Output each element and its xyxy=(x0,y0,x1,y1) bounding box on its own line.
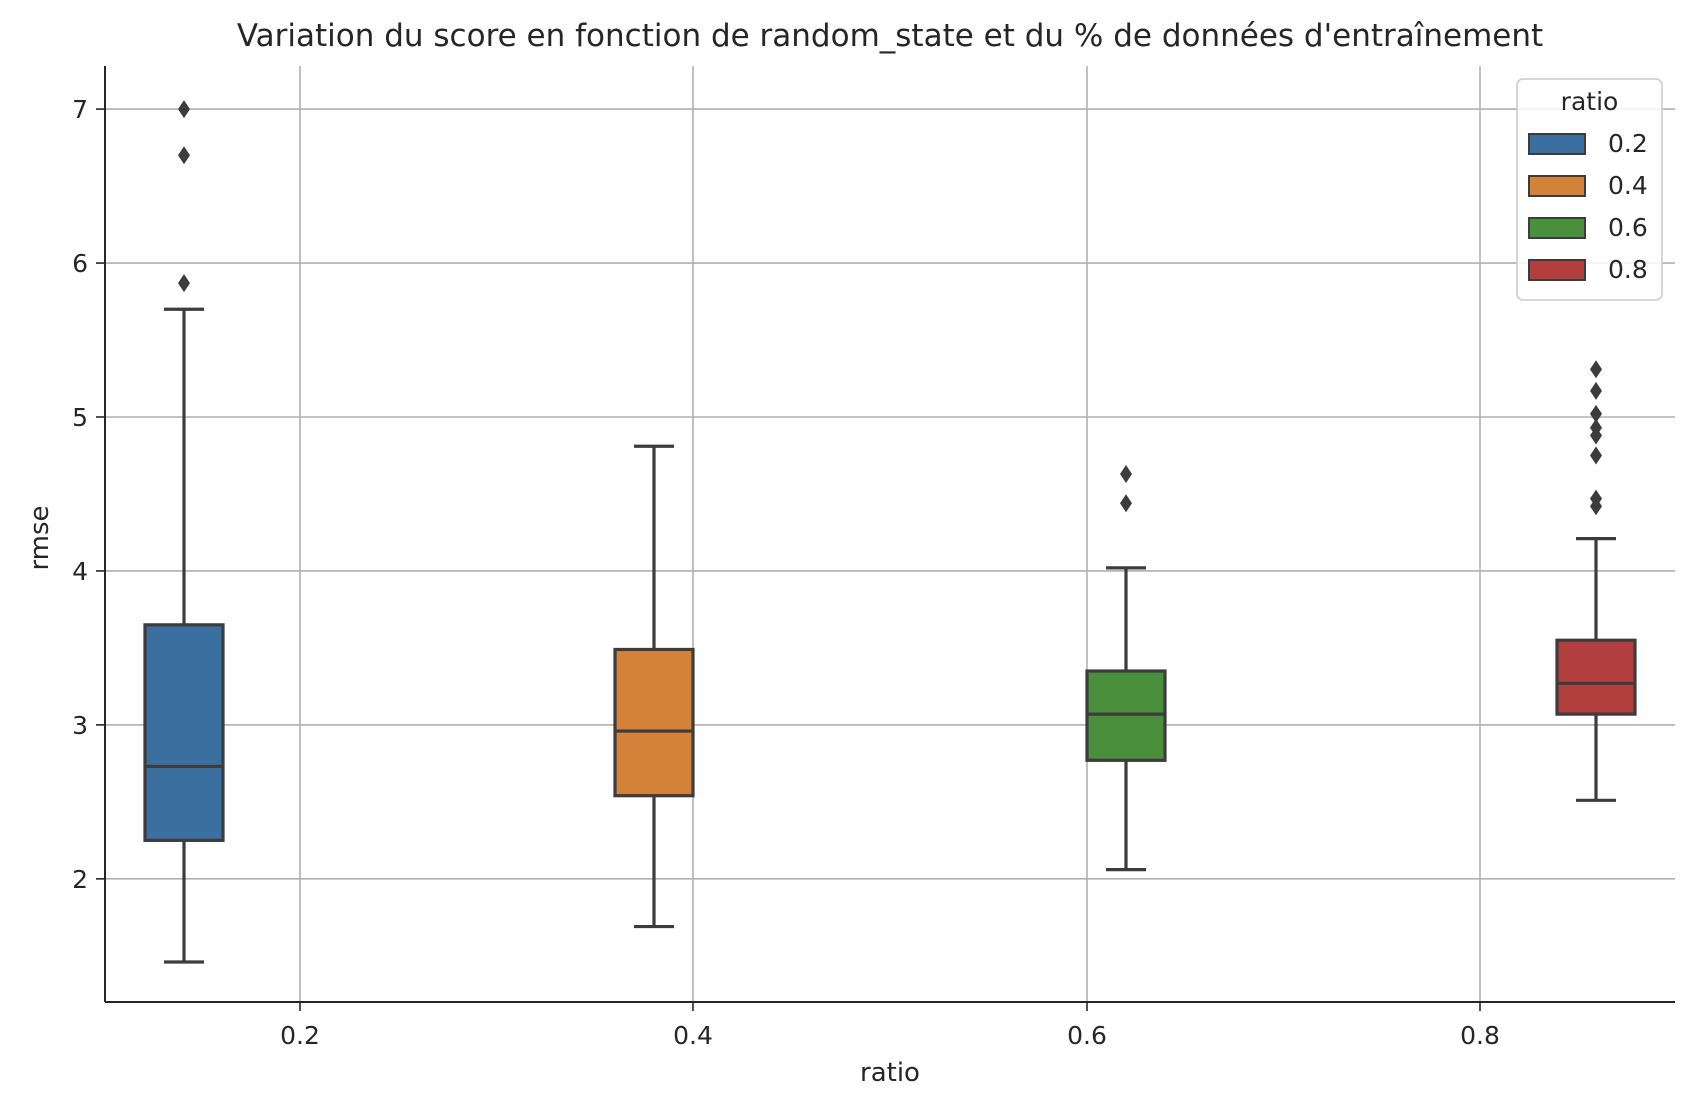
legend-swatch xyxy=(1528,259,1586,281)
outlier-point xyxy=(1590,446,1602,465)
x-tick-label: 0.6 xyxy=(1067,1021,1107,1050)
chart-title: Variation du score en fonction de random… xyxy=(237,18,1543,54)
y-tick-label: 6 xyxy=(72,249,88,278)
x-tick-label: 0.4 xyxy=(673,1021,713,1050)
x-tick-label: 0.8 xyxy=(1460,1021,1500,1050)
outlier-point xyxy=(1590,381,1602,400)
y-tick-label: 5 xyxy=(72,403,88,432)
y-tick-label: 3 xyxy=(72,711,88,740)
legend-label: 0.4 xyxy=(1608,171,1648,200)
legend-label: 0.8 xyxy=(1608,255,1648,284)
box xyxy=(143,623,225,842)
y-tick-label: 2 xyxy=(72,865,88,894)
box-group-0.8 xyxy=(1555,360,1637,802)
x-tick-label: 0.2 xyxy=(280,1021,320,1050)
legend-swatch xyxy=(1528,175,1586,197)
y-tick-label: 4 xyxy=(72,557,88,586)
legend-label: 0.2 xyxy=(1608,129,1648,158)
grid xyxy=(105,66,1675,1002)
legend-label: 0.6 xyxy=(1608,213,1648,242)
box xyxy=(613,647,695,798)
outlier-point xyxy=(1590,489,1602,508)
outlier-point xyxy=(1590,404,1602,423)
box-group-0.2 xyxy=(143,100,225,964)
boxes xyxy=(143,100,1637,964)
outlier-point xyxy=(178,146,190,165)
x-axis-label: ratio xyxy=(860,1058,920,1088)
y-axis-label: rmse xyxy=(25,505,55,570)
legend: ratio 0.2 0.4 0.6 0.8 xyxy=(1516,78,1663,301)
outlier-point xyxy=(178,100,190,119)
legend-swatch xyxy=(1528,217,1586,239)
box xyxy=(1555,638,1637,716)
box-group-0.6 xyxy=(1085,464,1167,872)
y-tick-label: 7 xyxy=(72,95,88,124)
outlier-point xyxy=(1590,360,1602,379)
outlier-point xyxy=(1120,464,1132,483)
legend-swatch xyxy=(1528,133,1586,155)
box-group-0.4 xyxy=(613,444,695,929)
axes: 2 3 4 5 6 7 0.2 0.4 0.6 0.8 xyxy=(72,66,1675,1050)
outlier-point xyxy=(178,274,190,293)
outlier-point xyxy=(1590,418,1602,437)
outlier-point xyxy=(1120,494,1132,513)
legend-title: ratio xyxy=(1561,87,1619,116)
